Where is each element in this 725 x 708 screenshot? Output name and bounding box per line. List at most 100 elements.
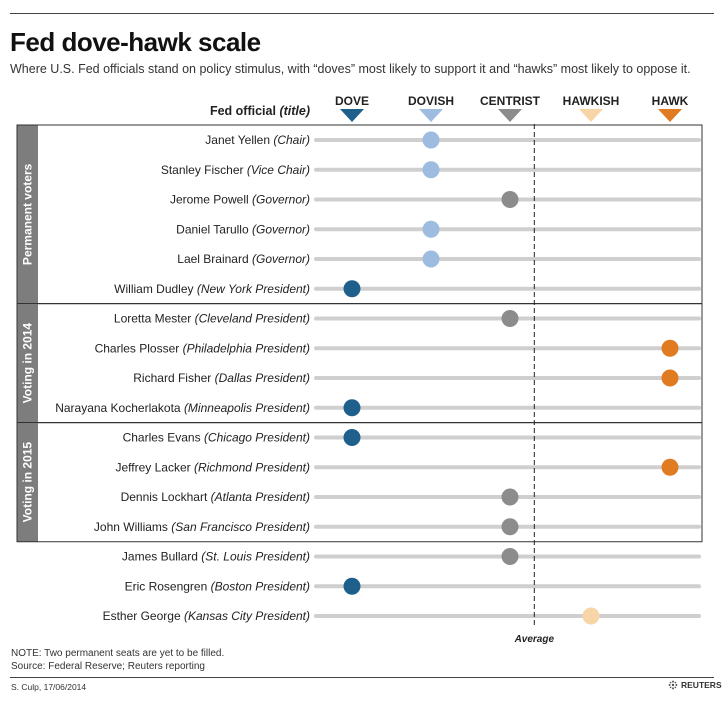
group-label: Permanent voters	[21, 163, 35, 265]
official-title: (Cleveland President)	[195, 312, 310, 326]
official-name: Loretta Mester	[114, 312, 195, 326]
official-label: Jerome Powell (Governor)	[170, 193, 310, 207]
scale-label: CENTRIST	[480, 94, 541, 108]
official-label: Narayana Kocherlakota (Minneapolis Presi…	[55, 401, 310, 415]
official-label: Richard Fisher (Dallas President)	[133, 371, 310, 385]
group-label: Voting in 2014	[21, 323, 35, 404]
scale-marker-hawk	[658, 109, 682, 122]
official-name: Narayana Kocherlakota	[55, 401, 184, 415]
official-dot	[501, 518, 519, 536]
reuters-logo: REUTERS	[668, 680, 722, 690]
reuters-logo-text: REUTERS	[681, 680, 722, 690]
official-header-label: Fed official	[209, 104, 276, 118]
scale-label: HAWK	[652, 94, 689, 108]
group-band	[17, 125, 38, 304]
official-dot	[343, 280, 361, 298]
official-dot	[422, 250, 440, 268]
official-title: (Chicago President)	[204, 431, 310, 445]
official-label: Dennis Lockhart (Atlanta President)	[121, 490, 310, 504]
official-dot	[582, 607, 600, 625]
scale-marker-dovish	[419, 109, 443, 122]
official-label: Charles Evans (Chicago President)	[123, 431, 310, 445]
group-label: Voting in 2015	[21, 442, 35, 523]
chart-subtitle: Where U.S. Fed officials stand on policy…	[10, 62, 691, 76]
official-dot	[501, 488, 519, 506]
scale-label: HAWKISH	[563, 94, 620, 108]
bottom-rule	[10, 677, 714, 678]
official-label: John Williams (San Francisco President)	[94, 520, 310, 534]
group-box	[16, 124, 703, 305]
official-name: Jerome Powell	[170, 193, 252, 207]
official-dot	[661, 339, 679, 357]
official-dot	[661, 369, 679, 387]
reuters-logo-icon	[668, 680, 678, 690]
average-label: Average	[514, 634, 555, 645]
footnote: NOTE: Two permanent seats are yet to be …	[11, 648, 225, 659]
official-title: (Richmond President)	[194, 460, 310, 474]
official-label: Lael Brainard (Governor)	[177, 252, 310, 266]
group-box	[16, 422, 703, 543]
scale-marker-centrist	[498, 109, 522, 122]
official-label: Esther George (Kansas City President)	[103, 609, 310, 623]
official-dot	[343, 429, 361, 446]
official-dot	[501, 310, 519, 327]
official-name: Esther George	[103, 609, 184, 623]
official-title: (Chair)	[273, 133, 310, 147]
official-dot	[422, 220, 440, 238]
official-name: Stanley Fischer	[161, 163, 247, 177]
official-title: (Boston President)	[211, 579, 310, 593]
official-dot	[501, 548, 519, 565]
top-rule	[10, 13, 714, 14]
official-dot	[661, 458, 679, 476]
official-label: Eric Rosengren (Boston President)	[125, 579, 310, 593]
official-label: William Dudley (New York President)	[114, 282, 310, 296]
official-dot	[422, 131, 440, 149]
official-label: Loretta Mester (Cleveland President)	[114, 312, 310, 326]
official-label: Janet Yellen (Chair)	[205, 133, 310, 147]
official-name: Eric Rosengren	[125, 579, 211, 593]
official-dot	[501, 191, 519, 208]
official-name: Daniel Tarullo	[176, 222, 252, 236]
official-label: Charles Plosser (Philadelphia President)	[95, 341, 310, 355]
official-title: (San Francisco President)	[171, 520, 310, 534]
official-title: (Atlanta President)	[211, 490, 310, 504]
official-title: (Governor)	[252, 252, 310, 266]
source-note: Source: Federal Reserve; Reuters reporti…	[11, 661, 205, 672]
official-name: Lael Brainard	[177, 252, 252, 266]
group-band	[17, 303, 38, 423]
official-name: William Dudley	[114, 282, 197, 296]
scale-marker-hawkish	[579, 109, 603, 122]
official-dot	[343, 399, 361, 417]
official-label: James Bullard (St. Louis President)	[122, 550, 310, 564]
official-title: (Philadelphia President)	[183, 341, 310, 355]
chart-title: Fed dove-hawk scale	[10, 27, 261, 57]
scale-label: DOVISH	[408, 94, 454, 108]
official-label: Jeffrey Lacker (Richmond President)	[115, 460, 310, 474]
official-name: Charles Plosser	[95, 341, 183, 355]
official-name: Janet Yellen	[205, 133, 273, 147]
official-title: (Dallas President)	[215, 371, 310, 385]
official-title: (Minneapolis President)	[184, 401, 310, 415]
official-name: Charles Evans	[123, 431, 204, 445]
official-name: John Williams	[94, 520, 171, 534]
official-title: (Governor)	[252, 222, 310, 236]
scale-label: DOVE	[335, 94, 369, 108]
official-name: Richard Fisher	[133, 371, 214, 385]
official-dot	[343, 577, 361, 595]
official-title: (Vice Chair)	[247, 163, 310, 177]
scale-marker-dove	[340, 109, 364, 122]
official-column-header: Fed official (title)	[160, 104, 310, 118]
group-band	[17, 422, 38, 542]
official-title: (St. Louis President)	[201, 550, 310, 564]
official-header-suffix: (title)	[279, 104, 310, 118]
official-title: (New York President)	[197, 282, 310, 296]
official-label: Daniel Tarullo (Governor)	[176, 222, 310, 236]
official-title: (Kansas City President)	[184, 609, 310, 623]
official-label: Stanley Fischer (Vice Chair)	[161, 163, 310, 177]
official-title: (Governor)	[252, 193, 310, 207]
official-name: Jeffrey Lacker	[115, 460, 193, 474]
author-credit: S. Culp, 17/06/2014	[11, 682, 87, 692]
official-dot	[422, 161, 440, 179]
official-name: Dennis Lockhart	[121, 490, 211, 504]
